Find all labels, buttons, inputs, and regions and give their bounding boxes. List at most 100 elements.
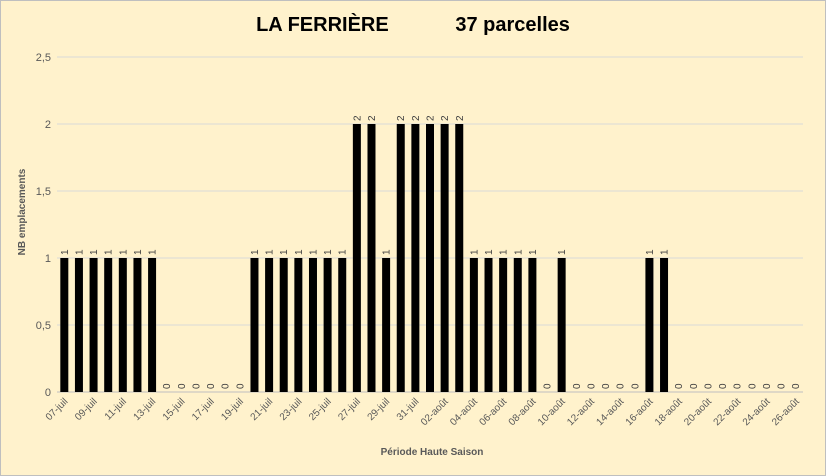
data-label: 1 [294,249,305,255]
bar [89,258,98,392]
data-label: 1 [148,249,159,255]
bar [382,258,391,392]
bar [104,258,113,392]
x-tick-label: 10-août [536,396,568,428]
x-tick-label: 08-août [507,396,539,428]
data-label: 1 [513,249,524,255]
data-label: 0 [733,383,744,389]
data-label: 0 [616,383,627,389]
bar [250,258,259,392]
data-label: 0 [162,383,173,389]
chart-title: LA FERRIÈRE 37 parcelles [256,14,570,36]
bar [469,258,478,392]
data-label: 1 [645,249,656,255]
x-tick-label: 11-juil [103,396,129,422]
bar [308,258,317,392]
y-tick-label: 1 [45,253,51,265]
data-label: 1 [118,249,129,255]
x-tick-label: 25-juil [307,396,334,423]
data-label: 1 [308,249,319,255]
data-label: 1 [382,249,393,255]
x-tick-label: 16-août [624,396,656,428]
data-label: 1 [528,249,539,255]
data-label: 1 [74,249,85,255]
x-axis-title: Période Haute Saison [381,447,484,458]
data-label: 2 [426,115,437,121]
x-tick-label: 29-juil [366,396,393,423]
y-axis-ticks: 0 0,5 1 1,5 2 2,5 [36,52,51,399]
bar [484,258,493,392]
data-label: 0 [177,383,188,389]
data-label: 2 [396,115,407,121]
x-axis-ticks: 07-juil 09-juil 11-juil 13-juil 15-juil 17-ju… [44,396,802,428]
data-label: 0 [221,383,232,389]
bar [265,258,274,392]
x-tick-label: 02-août [419,396,451,428]
data-label: 0 [235,383,246,389]
bar [660,258,669,392]
bar [396,124,405,392]
bars [60,124,669,392]
x-tick-label: 26-août [770,396,802,428]
data-label: 2 [455,115,466,121]
bar [645,258,654,392]
bar [148,258,157,392]
data-label: 0 [191,383,202,389]
y-axis-title: NB emplacements [17,168,28,255]
x-tick-label: 07-juil [44,396,71,423]
data-label: 1 [484,249,495,255]
x-tick-label: 20-août [682,396,714,428]
y-tick-label: 1,5 [36,186,51,198]
data-label: 0 [543,383,554,389]
data-label: 2 [352,115,363,121]
bar [338,258,347,392]
x-tick-label: 15-juil [161,396,188,423]
bar [352,124,361,392]
x-tick-label: 12-août [565,396,597,428]
bar [118,258,127,392]
data-label: 0 [703,383,714,389]
data-label: 2 [440,115,451,121]
data-label: 0 [586,383,597,389]
bar [528,258,537,392]
x-tick-label: 22-août [712,396,744,428]
data-label: 0 [206,383,217,389]
x-tick-label: 31-juil [395,396,422,423]
data-label: 0 [674,383,685,389]
data-label: 0 [572,383,583,389]
data-label: 1 [469,249,480,255]
data-label: 1 [250,249,261,255]
data-label: 2 [411,115,422,121]
data-label: 1 [499,249,510,255]
bar [60,258,69,392]
x-tick-label: 19-juil [219,396,246,423]
data-label: 1 [279,249,290,255]
x-tick-label: 21-juil [249,396,276,423]
data-label: 0 [747,383,758,389]
x-tick-label: 18-août [653,396,685,428]
y-tick-label: 2,5 [36,52,51,64]
bar [133,258,142,392]
x-tick-label: 13-juil [132,396,159,423]
bar [455,124,464,392]
bar [294,258,303,392]
y-tick-label: 2 [45,119,51,131]
y-tick-label: 0,5 [36,320,51,332]
x-tick-label: 27-juil [336,396,363,423]
data-label: 1 [323,249,334,255]
data-label: 2 [367,115,378,121]
bar [74,258,83,392]
bar [440,124,449,392]
data-label: 0 [718,383,729,389]
data-label: 1 [265,249,276,255]
x-tick-label: 17-juil [190,396,217,423]
data-label: 0 [762,383,773,389]
data-label: 1 [60,249,71,255]
x-tick-label: 23-juil [278,396,305,423]
x-tick-label: 06-août [477,396,509,428]
data-label: 0 [791,383,802,389]
bar [367,124,376,392]
x-tick-label: 04-août [448,396,480,428]
